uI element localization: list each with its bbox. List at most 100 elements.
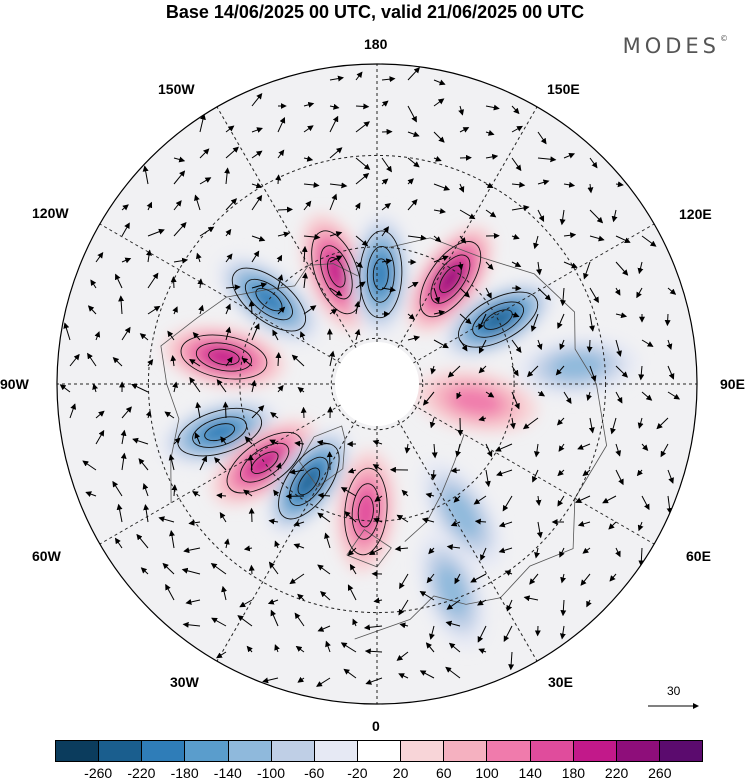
wind-arrow [381,286,396,293]
wind-arrow [459,127,470,133]
wind-arrow [142,165,149,185]
lon-label-30e: 30E [548,674,573,690]
wind-arrow [116,503,123,523]
wind-arrow [299,331,306,341]
lon-label-60w: 60W [32,548,61,564]
brand-name: MODES [622,34,720,58]
wind-arrow [329,231,343,237]
wind-arrow [615,365,629,378]
contour-line [244,278,293,321]
colorbar-swatch [271,741,315,761]
meridian [376,106,538,385]
wind-arrow [121,406,132,419]
wind-arrow [277,231,290,238]
wind-arrow [433,287,441,304]
wind-arrow [189,376,201,393]
wind-arrow [251,405,265,419]
wind-arrow [425,642,435,653]
wind-arrow [293,520,305,527]
wind-arrow [557,313,565,329]
wind-arrow [239,599,253,608]
wind-arrow [114,537,123,549]
colorbar-tick-label: -100 [256,765,286,781]
wind-arrow [225,198,237,211]
wind-arrow [589,209,604,224]
wind-arrow [533,235,539,250]
wind-arrow [615,235,631,243]
wind-arrow [586,339,593,353]
copyright-mark: © [720,34,728,43]
wind-arrow [433,156,442,162]
wind-arrow [173,437,181,445]
wind-arrow [329,287,343,296]
wind-arrow [214,457,227,471]
wind-arrow [473,495,487,505]
wind-arrow [447,365,461,378]
wind-arrow [225,356,233,367]
wind-arrow [494,443,513,452]
wind-arrow [615,547,621,558]
wind-arrow [192,331,201,341]
wind-arrow [165,583,175,601]
contour-positive [180,334,268,380]
wind-arrow [496,469,513,477]
wind-arrow [407,335,421,342]
wind-arrow [142,483,149,497]
wind-arrow [172,381,178,393]
wind-arrow [225,253,233,263]
wind-arrow [168,454,175,471]
lon-label-30w: 30W [170,674,199,690]
wind-arrow [344,511,357,523]
colorbar-tick-label: 60 [436,765,452,781]
contour-line [458,291,539,348]
wind-arrow [347,467,357,474]
wind-arrow [511,233,520,240]
wind-arrow [270,411,279,419]
wind-arrow [294,612,305,627]
wind-arrow [532,469,539,483]
wind-arrow [297,386,305,394]
anomaly-positive [335,449,397,574]
wind-arrow [275,174,282,185]
wind-arrow [118,295,125,315]
wind-arrow [112,480,123,497]
wind-arrow [589,157,598,169]
colorbar-swatch [99,741,143,761]
lon-label-90w: 90W [0,376,29,392]
colorbar-swatch [444,741,488,761]
wind-arrow [303,101,315,108]
meridian [376,383,655,545]
anomaly-band [436,563,468,617]
lon-label-90e: 90E [720,376,745,392]
wind-arrow [535,495,542,506]
wind-arrow [638,547,645,567]
wind-arrow [381,178,389,185]
colorbar-swatch [314,741,358,761]
wind-arrow [430,365,437,375]
wind-arrow [577,443,591,450]
contour-line [177,407,263,457]
wind-arrow [455,443,462,458]
wind-arrow [162,562,175,575]
wind-vectors [59,67,681,687]
wind-arrow [131,383,149,393]
wind-arrow [419,590,435,601]
wind-arrow [274,540,280,549]
wind-arrow [317,564,331,575]
wind-arrow [485,287,492,299]
wind-arrow [324,532,331,549]
lon-label-150w: 150W [158,81,195,97]
wind-arrow [325,640,331,653]
wind-arrow [478,648,487,654]
wind-arrow [399,622,409,629]
wind-arrow [121,222,130,237]
wind-arrow [407,198,418,211]
contour-positive [344,467,388,556]
wind-arrow [199,226,215,237]
wind-arrow [355,71,363,81]
wind-arrow [563,232,577,239]
wind-arrow [407,105,417,123]
wind-arrow [614,287,621,296]
wind-arrow [295,645,305,653]
wind-arrow [458,105,465,116]
